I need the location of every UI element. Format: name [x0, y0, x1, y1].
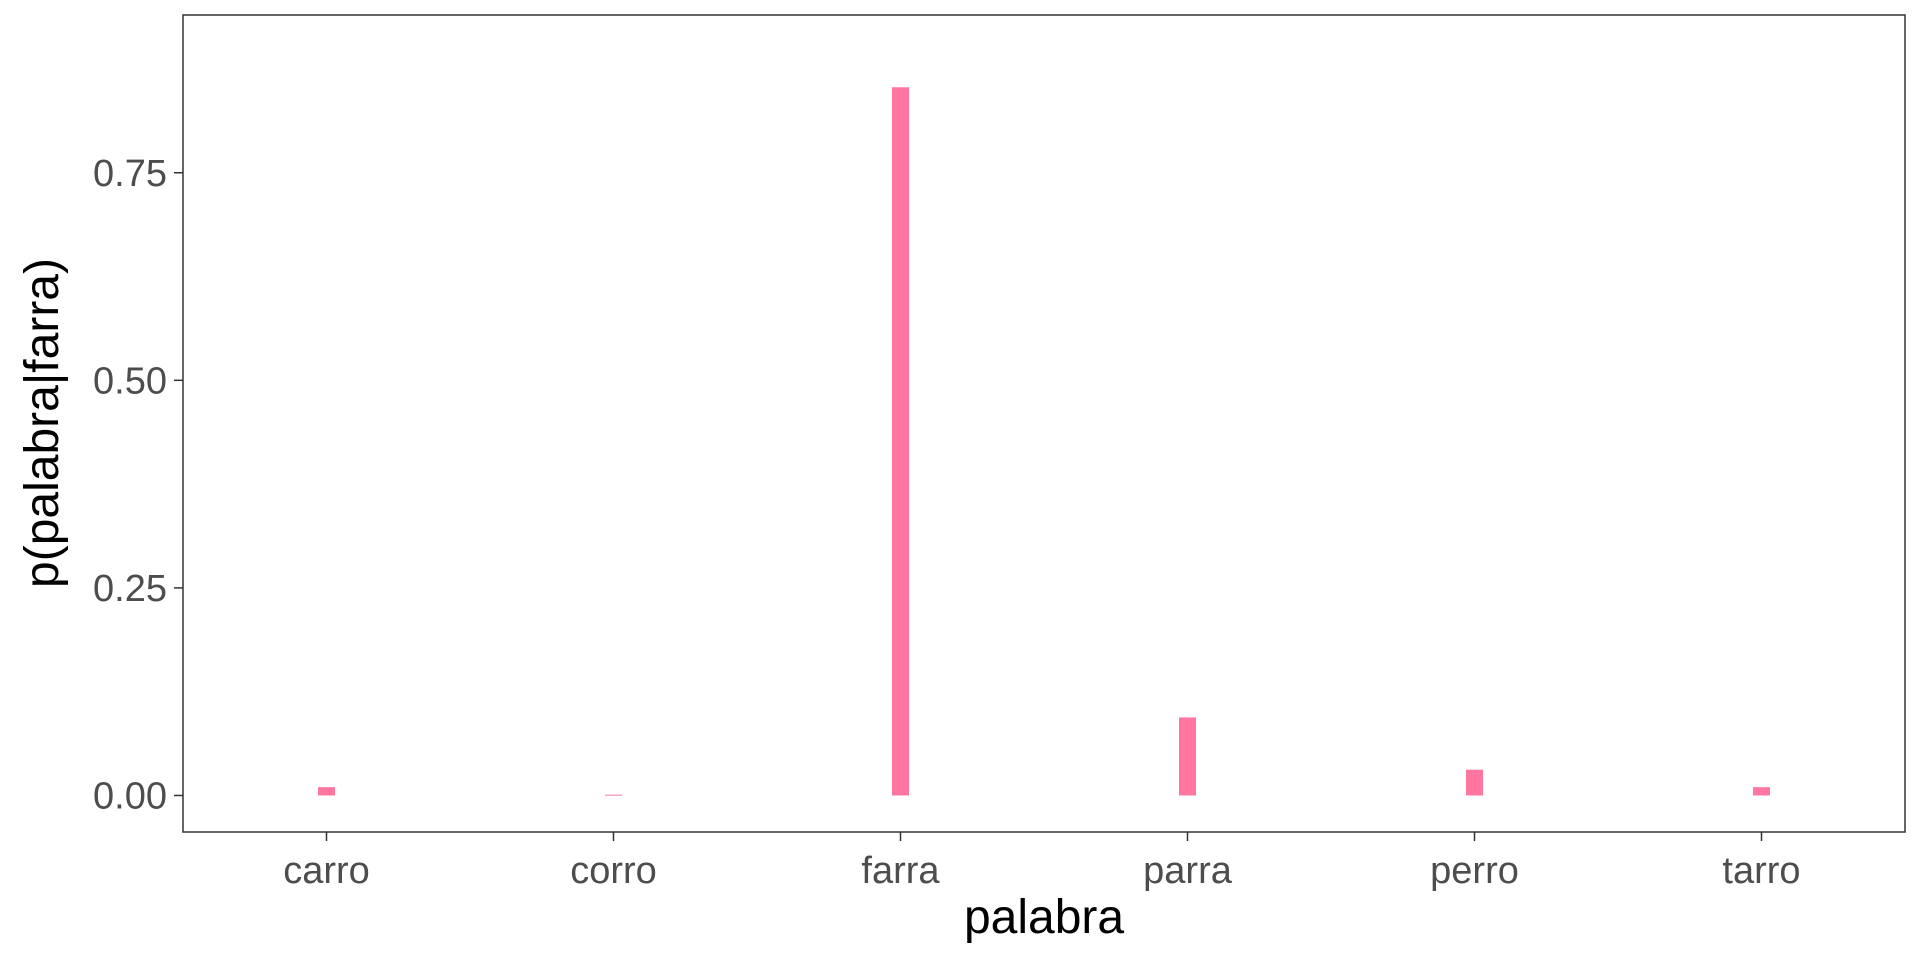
bar-corro [605, 794, 622, 796]
plot-panel [182, 14, 1906, 833]
y-tick-label-0: 0.00 [93, 775, 167, 817]
bar-perro [1466, 769, 1483, 796]
bars-group [318, 87, 1770, 796]
y-tick-label-1: 0.25 [93, 568, 167, 610]
x-tick-label-perro: perro [1430, 850, 1519, 892]
x-tick-label-parra: parra [1143, 850, 1233, 892]
bar-parra [1179, 717, 1196, 796]
bar-tarro [1753, 787, 1770, 796]
x-tick-label-carro: carro [283, 850, 370, 892]
x-tick-label-corro: corro [570, 850, 657, 892]
y-tick-label-2: 0.50 [93, 360, 167, 402]
y-tick-label-3: 0.75 [93, 153, 167, 195]
x-axis-title: palabra [964, 891, 1124, 944]
y-axis-title: p(palabra|farra) [16, 258, 69, 588]
x-tick-label-farra: farra [861, 850, 940, 892]
x-tick-label-tarro: tarro [1722, 850, 1800, 892]
bar-carro [318, 787, 335, 796]
bar-farra [892, 87, 909, 796]
x-axis: carro corro farra parra perro tarro [283, 832, 1801, 892]
y-axis: 0.00 0.25 0.50 0.75 [93, 153, 183, 817]
